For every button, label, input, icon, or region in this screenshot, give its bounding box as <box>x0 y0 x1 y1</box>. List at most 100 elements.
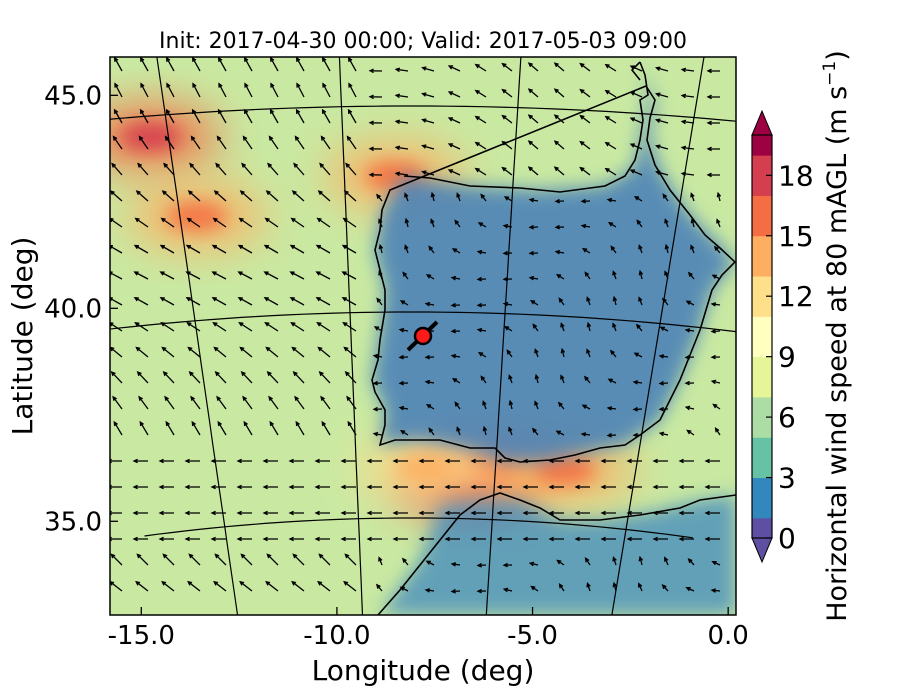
wind-arrow <box>394 119 409 125</box>
wind-arrow <box>132 484 148 490</box>
wind-arrow <box>188 371 201 384</box>
wind-arrow <box>242 135 253 150</box>
wind-arrow <box>418 510 434 516</box>
wind-arrow <box>654 144 669 150</box>
wind-arrow <box>706 68 721 74</box>
wind-arrow <box>636 219 643 228</box>
colorbar-label-suffix: ) <box>822 50 853 61</box>
wind-arrow <box>690 244 695 254</box>
wind-arrow <box>158 536 174 542</box>
wind-arrow <box>264 321 279 332</box>
wind-arrow <box>444 536 460 542</box>
wind-arrow <box>680 119 695 125</box>
wind-arrow <box>664 243 670 254</box>
wind-arrow <box>503 326 513 332</box>
graticule <box>110 57 736 615</box>
colorbar-band <box>752 396 772 418</box>
wind-arrow <box>347 108 357 124</box>
wind-arrow <box>322 57 331 72</box>
wind-arrow <box>474 141 487 150</box>
wind-arrow <box>626 484 642 490</box>
wind-arrow <box>502 301 513 307</box>
wind-arrow <box>586 348 591 358</box>
y-tick-label: 35.0 <box>44 507 102 537</box>
wind-arrow <box>652 510 668 516</box>
wind-arrow <box>398 354 409 360</box>
wind-arrow <box>265 580 279 592</box>
wind-arrow <box>581 248 591 254</box>
wind-arrow <box>584 271 591 280</box>
wind-arrow <box>710 302 721 307</box>
wind-arrow <box>553 114 565 124</box>
x-tick-label: -15.0 <box>108 621 175 651</box>
wind-arrow <box>444 458 460 464</box>
wind-arrow <box>189 162 201 176</box>
wind-arrow <box>398 327 409 333</box>
wind-arrow <box>553 88 565 98</box>
wind-arrow <box>612 295 618 306</box>
wind-arrow <box>110 217 123 228</box>
iberia-coastline <box>371 61 736 463</box>
wind-arrow <box>555 274 565 280</box>
wind-arrow <box>527 166 539 176</box>
wind-arrow <box>530 585 539 592</box>
colorbar-band <box>752 417 772 438</box>
wind-arrow <box>344 371 357 384</box>
wind-arrow <box>243 420 253 436</box>
wind-arrow <box>716 191 722 202</box>
wind-arrow <box>638 555 644 566</box>
colorbar-tick-label: 18 <box>778 159 814 192</box>
wind-arrow <box>664 218 669 228</box>
wind-arrow <box>654 118 669 124</box>
wind-arrow <box>113 108 123 124</box>
wind-arrow <box>132 458 148 464</box>
colorbar-band <box>752 296 772 317</box>
wind-arrow <box>135 580 149 592</box>
wind-arrow <box>612 322 617 332</box>
wind-arrow <box>262 536 278 542</box>
wind-arrow <box>501 114 513 124</box>
colorbar-frame <box>751 134 773 539</box>
wind-arrow <box>574 484 590 490</box>
wind-arrow <box>425 274 435 280</box>
wind-arrow <box>244 82 253 98</box>
wind-arrow <box>394 67 409 73</box>
wind-arrow <box>317 190 331 202</box>
wind-arrow <box>659 326 669 332</box>
wind-arrow <box>158 510 174 516</box>
wind-arrow <box>661 583 669 592</box>
wind-arrow <box>496 536 512 542</box>
wind-arrow <box>343 190 357 202</box>
wind-arrow <box>678 458 694 464</box>
wind-arrow <box>291 580 305 592</box>
wind-arrow <box>368 68 383 74</box>
wind-arrow <box>372 380 383 386</box>
wind-arrow <box>394 171 409 177</box>
wind-arrow <box>424 588 435 593</box>
wind-arrow <box>213 190 227 202</box>
wind-arrow <box>136 371 149 384</box>
wind-arrow <box>210 458 226 464</box>
wind-arrow <box>376 297 383 306</box>
wind-arrow <box>714 427 721 436</box>
wind-arrow <box>348 82 357 98</box>
wind-arrow <box>372 406 383 412</box>
wind-arrow <box>217 420 227 436</box>
wind-arrow <box>163 162 175 176</box>
wind-arrow <box>635 323 643 332</box>
wind-arrow <box>133 271 149 280</box>
wind-arrow <box>135 190 149 202</box>
wind-arrow <box>401 557 409 566</box>
wind-arrow <box>710 354 721 360</box>
wind-arrow <box>214 371 227 384</box>
wind-arrow <box>508 399 514 410</box>
wind-arrow <box>502 223 513 229</box>
wind-arrow <box>346 135 357 150</box>
wind-arrow <box>558 583 565 592</box>
wind-arrow <box>684 328 695 333</box>
wind-arrow <box>289 244 305 254</box>
wind-arrow <box>210 510 226 516</box>
wind-arrow <box>450 588 461 594</box>
wind-arrow <box>600 510 616 516</box>
wind-arrow <box>418 484 434 490</box>
